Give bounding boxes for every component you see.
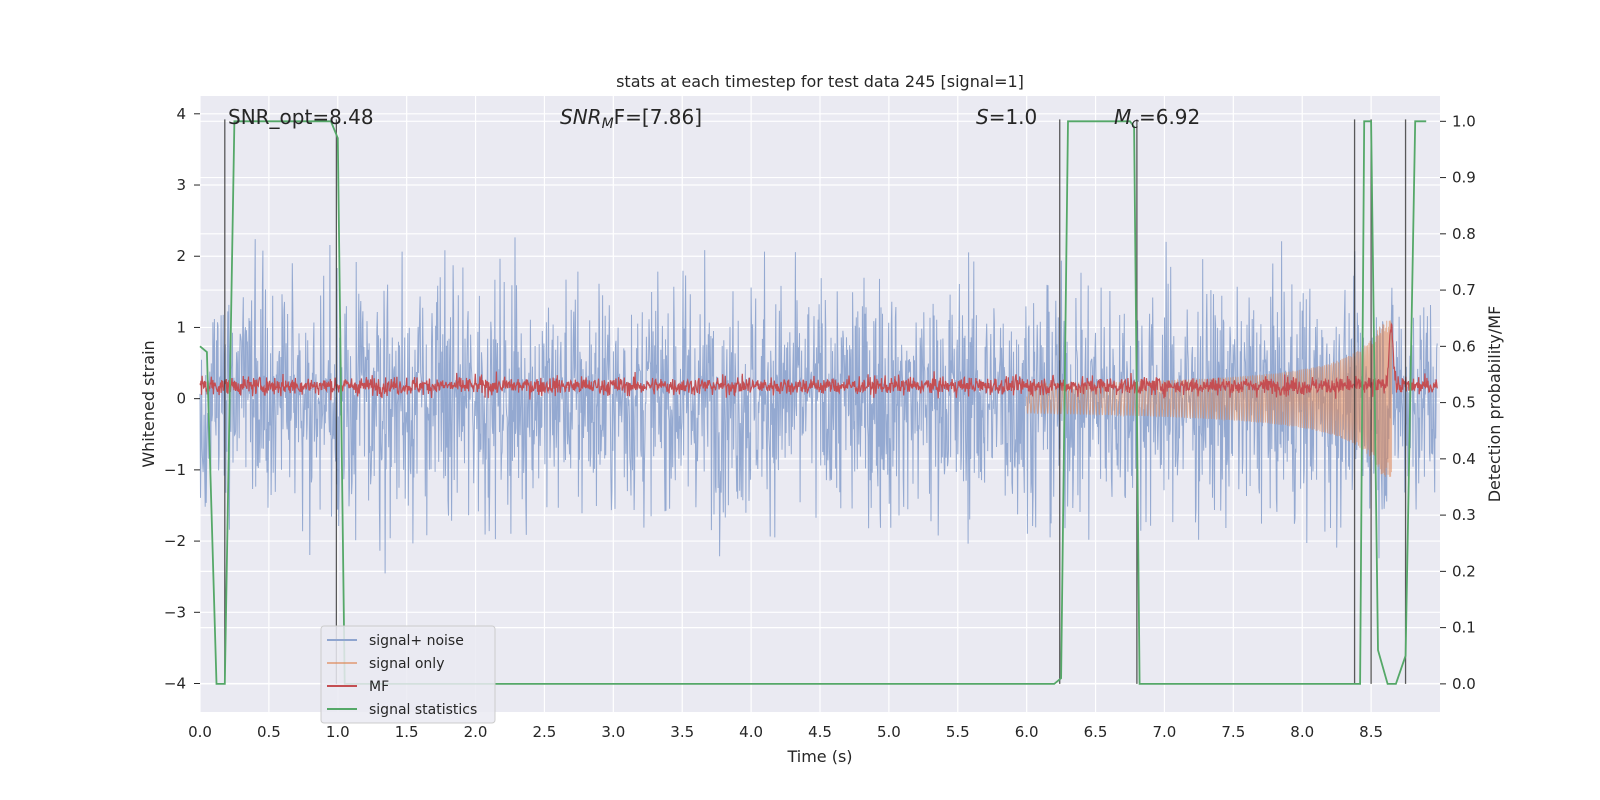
x-tick-label: 7.0 [1153,723,1177,741]
x-tick-label: 5.5 [946,723,970,741]
y2-tick-label: 0.2 [1452,562,1476,580]
mc-sub: c [1131,116,1139,132]
series-signal-noise [199,237,1438,574]
x-tick-label: 2.5 [533,723,557,741]
legend-box [320,625,496,724]
x-tick-label: 8.0 [1290,723,1314,741]
x-tick-label: 1.0 [326,723,350,741]
y-tick-label: −3 [164,603,186,621]
y-tick-label: 3 [176,176,186,194]
signal-statistics-line [199,120,1427,685]
y-axis-label: Whitened strain [139,340,158,467]
x-tick-label: 7.5 [1221,723,1245,741]
x-tick-label: 1.5 [395,723,419,741]
y-tick-labels: 4 3 2 1 0 −1 −2 −3 −4 [164,105,200,693]
y2-tick-label: 0.8 [1452,225,1476,243]
y2-tick-label: 0.4 [1452,450,1476,468]
y-tick-label: 1 [176,318,186,336]
mf-line [199,323,1438,401]
mc-base: M [1114,105,1131,129]
x-tick-label: 3.0 [601,723,625,741]
snr-mf-sub: M [602,116,614,132]
y2-tick-labels: 1.0 0.9 0.8 0.7 0.6 0.5 0.4 0.3 0.2 0.1 0.0 [1440,112,1476,693]
y-tick-label: 4 [176,105,186,123]
legend: signal+ noise signal only MF signal stat… [320,625,496,724]
x-tick-label: 8.5 [1359,723,1383,741]
x-tick-label: 4.0 [739,723,763,741]
y2-tick-label: 1.0 [1452,112,1476,130]
legend-label-signal-statistics: signal statistics [369,702,477,718]
y-tick-label: −4 [164,675,186,693]
series-signal-statistics [199,120,1427,685]
x-tick-label: 6.5 [1084,723,1108,741]
x-tick-label: 5.0 [877,723,901,741]
snr-mf-rest: F=[7.86] [614,105,702,129]
annotation-snr-opt: SNR_opt=8.48 [228,105,374,129]
x-tick-label: 4.5 [808,723,832,741]
annotation-snr-mf: SNRMF=[7.86] [560,105,702,132]
x-tick-label: 6.0 [1015,723,1039,741]
y2-tick-label: 0.0 [1452,675,1476,693]
snr-mf-base: SNR [560,105,602,129]
chart-title: stats at each timestep for test data 245… [616,72,1024,91]
annotation-s: S=1.0 [976,105,1037,129]
y2-tick-label: 0.6 [1452,337,1476,355]
x-tick-label: 0.5 [257,723,281,741]
series-mf [199,323,1438,401]
signal-only-line [1026,320,1393,477]
mc-rest: =6.92 [1139,105,1200,129]
legend-label-mf: MF [369,679,389,695]
annotation-mc: Mc=6.92 [1114,105,1200,132]
legend-label-signal-noise: signal+ noise [369,633,464,649]
y2-tick-label: 0.7 [1452,281,1476,299]
s-rest: =1.0 [989,105,1038,129]
series-signal-only [1026,320,1393,477]
y2-tick-label: 0.5 [1452,394,1476,412]
signal-noise-line [199,237,1438,574]
y-tick-label: 2 [176,247,186,265]
y2-tick-label: 0.1 [1452,619,1476,637]
x-axis-label: Time (s) [786,747,852,766]
y-tick-label: −1 [164,461,186,479]
x-tick-label: 3.5 [670,723,694,741]
x-tick-labels: 0.0 0.5 1.0 1.5 2.0 2.5 3.0 3.5 4.0 4.5 5.0 5.5 6.0 6… [188,723,1383,741]
x-tick-label: 2.0 [464,723,488,741]
legend-label-signal-only: signal only [369,656,444,672]
y-tick-label: 0 [176,390,186,408]
y2-tick-label: 0.3 [1452,506,1476,524]
s-italic: S [976,105,989,129]
y2-tick-label: 0.9 [1452,169,1476,187]
y-tick-label: −2 [164,532,186,550]
y2-axis-label: Detection probability/MF [1485,306,1504,503]
x-tick-label: 0.0 [188,723,212,741]
